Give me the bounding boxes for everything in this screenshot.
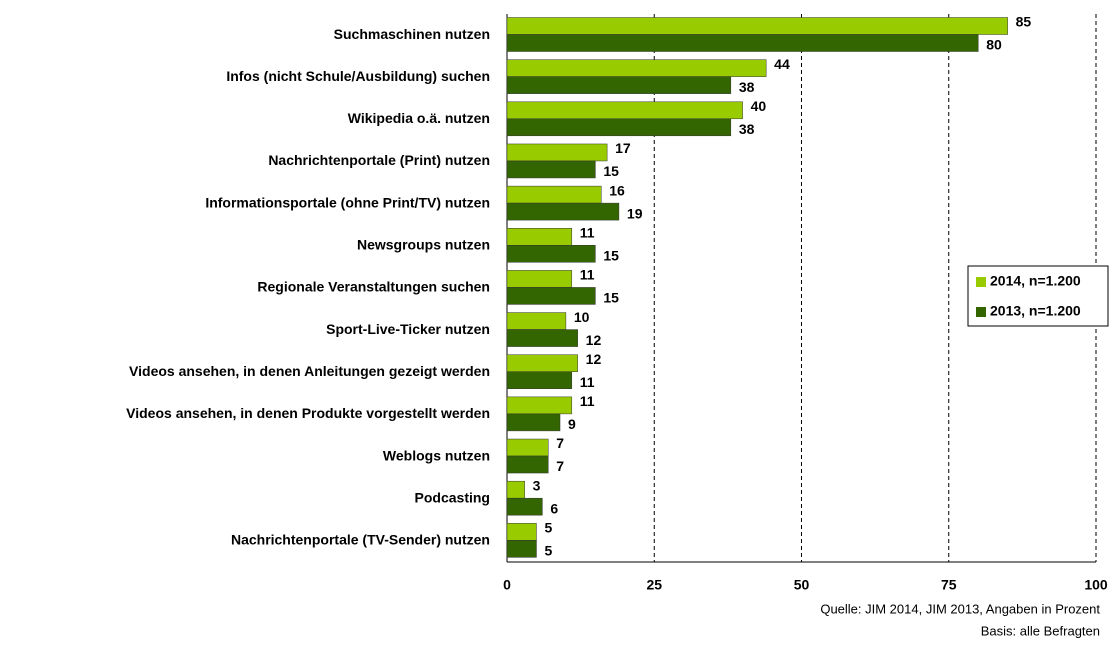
y-tick-label: Regionale Veranstaltungen suchen [257, 279, 490, 295]
data-label: 16 [609, 182, 625, 198]
y-tick-label: Infos (nicht Schule/Ausbildung) suchen [226, 68, 490, 84]
data-label: 19 [627, 205, 643, 221]
y-tick-label: Podcasting [415, 489, 490, 505]
data-label: 40 [751, 98, 767, 114]
bar [506, 354, 578, 372]
data-label: 38 [739, 121, 755, 137]
bar [506, 497, 543, 516]
bar [506, 270, 573, 288]
source-note: Quelle: JIM 2014, JIM 2013, Angaben in P… [820, 601, 1100, 616]
data-label: 9 [568, 416, 576, 432]
bar [506, 455, 549, 474]
data-label: 5 [544, 543, 552, 559]
y-tick-label: Sport-Live-Ticker nutzen [326, 321, 490, 337]
bar [506, 143, 608, 162]
y-tick-label: Weblogs nutzen [383, 447, 490, 463]
data-label: 85 [1016, 14, 1032, 30]
bar [506, 245, 596, 263]
y-tick-label: Informationsportale (ohne Print/TV) nutz… [205, 194, 490, 210]
x-tick-label: 100 [1084, 577, 1108, 593]
bar [506, 76, 732, 94]
bar [506, 118, 732, 137]
y-tick-label: Videos ansehen, in denen Produkte vorges… [126, 405, 490, 421]
bar [506, 34, 979, 52]
data-label: 15 [603, 290, 619, 306]
y-tick-label: Newsgroups nutzen [357, 237, 490, 253]
y-tick-label: Wikipedia o.ä. nutzen [348, 110, 490, 126]
bar [506, 101, 743, 120]
legend-label: 2014, n=1.200 [990, 273, 1081, 289]
bar [506, 413, 561, 432]
legend-box [967, 265, 1109, 327]
x-tick-label: 50 [794, 577, 810, 593]
bar [506, 523, 537, 541]
data-label: 11 [580, 267, 595, 283]
bar [506, 59, 767, 77]
y-tick-label: Suchmaschinen nutzen [334, 26, 490, 42]
data-label: 11 [580, 224, 595, 240]
data-label: 3 [533, 477, 541, 493]
bar [506, 160, 596, 179]
data-label: 7 [556, 458, 564, 474]
bar [506, 540, 537, 558]
bar [506, 438, 549, 457]
bar [506, 480, 525, 499]
x-tick-label: 0 [503, 577, 511, 593]
data-label: 5 [544, 520, 552, 536]
data-label: 11 [580, 393, 595, 409]
bar [506, 17, 1008, 35]
y-tick-label: Videos ansehen, in denen Anleitungen gez… [129, 363, 490, 379]
data-label: 80 [986, 37, 1002, 53]
bar [506, 287, 596, 305]
data-label: 44 [774, 56, 790, 72]
data-label: 15 [603, 247, 619, 263]
bar [506, 396, 573, 415]
data-label: 12 [586, 351, 602, 367]
x-tick-label: 25 [646, 577, 662, 593]
bar [506, 228, 573, 246]
bar [506, 329, 578, 347]
bar [506, 185, 602, 204]
bar [506, 371, 573, 389]
x-tick-label: 75 [941, 577, 957, 593]
y-tick-label: Nachrichtenportale (TV-Sender) nutzen [231, 532, 490, 548]
data-label: 11 [580, 374, 595, 390]
y-tick-label: Nachrichtenportale (Print) nutzen [268, 152, 490, 168]
data-label: 6 [550, 500, 558, 516]
bar [506, 312, 567, 330]
data-label: 17 [615, 140, 631, 156]
data-label: 38 [739, 79, 755, 95]
legend-swatch [976, 307, 986, 317]
data-label: 7 [556, 435, 564, 451]
data-label: 15 [603, 163, 619, 179]
legend-label: 2013, n=1.200 [990, 303, 1081, 319]
bar [506, 202, 620, 221]
base-note: Basis: alle Befragten [981, 623, 1100, 638]
data-label: 10 [574, 309, 590, 325]
legend-swatch [976, 277, 986, 287]
data-label: 12 [586, 332, 602, 348]
